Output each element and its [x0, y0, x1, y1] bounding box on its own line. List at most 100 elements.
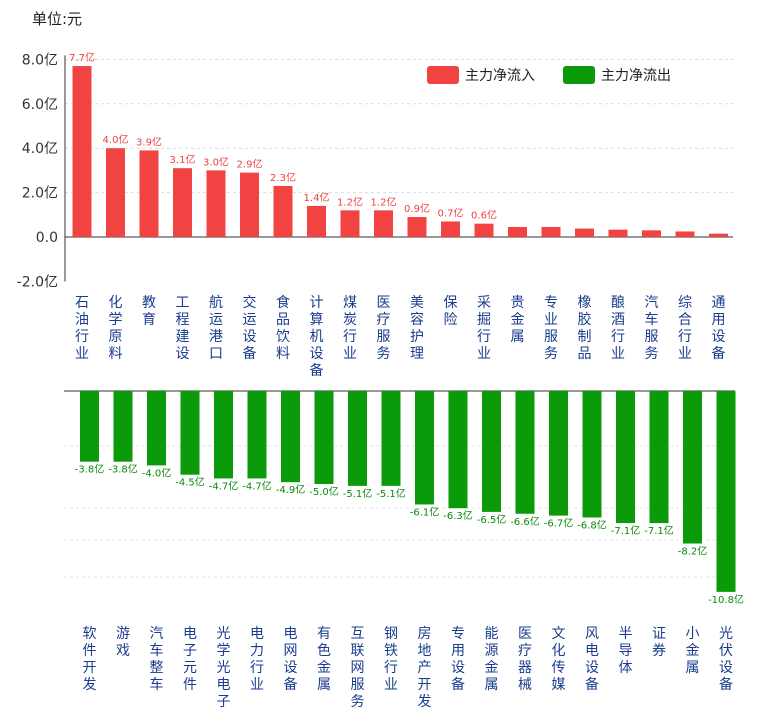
inflow-category-label: 贵金属	[511, 295, 525, 345]
y-tick-label: 4.0亿	[22, 141, 58, 157]
inflow-value-label: 3.1亿	[170, 153, 196, 166]
inflow-category-label: 美容护理	[410, 295, 424, 362]
outflow-bar	[281, 391, 300, 483]
inflow-category-label: 航运港口	[209, 295, 223, 362]
inflow-bar	[307, 205, 326, 237]
outflow-value-label: -7.1亿	[644, 524, 674, 537]
outflow-value-label: -7.1亿	[611, 524, 641, 537]
outflow-value-label: -5.1亿	[343, 487, 373, 500]
inflow-category-label: 汽车服务	[645, 295, 659, 362]
inflow-value-label: 0.6亿	[471, 209, 497, 222]
outflow-category-label: 医疗器械	[518, 626, 532, 693]
inflow-category-label: 采掘行业	[477, 295, 491, 362]
outflow-category-label: 能源金属	[485, 626, 499, 693]
outflow-value-label: -4.9亿	[276, 483, 306, 496]
inflow-bar	[608, 229, 628, 237]
outflow-value-label: -6.7亿	[544, 517, 574, 530]
y-tick-label: -2.0亿	[17, 274, 58, 290]
outflow-category-label: 文化传媒	[552, 626, 566, 693]
inflow-category-label: 煤炭行业	[343, 295, 357, 362]
inflow-value-label: 0.9亿	[404, 202, 430, 215]
inflow-category-label: 石油行业	[75, 295, 89, 362]
outflow-bar	[147, 391, 166, 466]
inflow-category-label: 医疗服务	[377, 295, 391, 362]
inflow-value-label: 3.0亿	[203, 155, 229, 168]
inflow-category-label: 食品饮料	[276, 294, 290, 362]
outflow-category-label: 房地产开发	[418, 626, 432, 710]
inflow-category-label: 教育	[142, 295, 156, 328]
inflow-bar	[508, 227, 527, 237]
inflow-bar	[709, 233, 728, 237]
inflow-value-label: 0.7亿	[438, 206, 464, 219]
inflow-bar	[441, 221, 460, 237]
unit-label: 单位:元	[32, 10, 83, 28]
inflow-bar	[541, 227, 561, 237]
legend-swatch-inflow	[427, 66, 459, 84]
inflow-category-label: 计算机设备	[310, 295, 324, 379]
inflow-category-label: 综合行业	[678, 295, 692, 362]
outflow-bar	[314, 391, 334, 484]
inflow-category-label: 通用设备	[712, 295, 726, 362]
outflow-value-label: -3.8亿	[108, 463, 138, 476]
inflow-bar	[173, 168, 192, 237]
outflow-bar	[214, 391, 233, 479]
outflow-bar	[515, 391, 535, 514]
outflow-value-label: -3.8亿	[75, 463, 105, 476]
outflow-category-label: 游戏	[116, 626, 130, 659]
outflow-bar	[549, 391, 568, 516]
outflow-bar	[348, 391, 367, 486]
outflow-bar	[180, 391, 200, 475]
outflow-value-label: -6.5亿	[477, 513, 507, 526]
inflow-bar	[273, 185, 293, 237]
inflow-value-label: 4.0亿	[103, 133, 129, 146]
outflow-category-label: 小金属	[686, 626, 700, 676]
inflow-bar	[642, 230, 661, 237]
outflow-bar	[381, 391, 401, 486]
outflow-bar	[649, 391, 669, 524]
outflow-value-label: -8.2亿	[678, 545, 708, 558]
inflow-category-label: 保险	[444, 295, 458, 328]
outflow-category-label: 电网设备	[284, 626, 298, 693]
outflow-value-label: -4.7亿	[242, 479, 272, 492]
outflow-value-label: -4.0亿	[142, 466, 172, 479]
outflow-value-label: -6.8亿	[577, 518, 607, 531]
outflow-category-label: 专用设备	[451, 626, 465, 693]
outflow-bar	[482, 391, 501, 512]
inflow-category-label: 交运设备	[243, 294, 257, 362]
inflow-value-label: 2.3亿	[270, 171, 296, 184]
inflow-bar	[575, 228, 594, 237]
outflow-value-label: -6.6亿	[510, 515, 540, 528]
outflow-bar	[113, 391, 133, 462]
inflow-bar	[206, 170, 226, 237]
y-tick-label: 0.0	[36, 230, 58, 246]
inflow-bar	[675, 231, 695, 237]
y-tick-label: 8.0亿	[22, 52, 58, 68]
outflow-category-label: 证券	[652, 626, 666, 659]
y-tick-label: 6.0亿	[22, 97, 58, 113]
outflow-value-label: -4.7亿	[209, 479, 239, 492]
outflow-bar	[247, 391, 267, 479]
legend-label-inflow: 主力净流入	[465, 68, 535, 84]
inflow-value-label: 2.9亿	[237, 158, 263, 171]
outflow-category-label: 互联网服务	[351, 626, 365, 710]
inflow-category-label: 酿酒行业	[611, 295, 625, 362]
inflow-value-label: 7.7亿	[69, 51, 95, 64]
inflow-value-label: 3.9亿	[136, 135, 162, 148]
outflow-bar	[616, 391, 635, 524]
outflow-value-label: -5.0亿	[309, 485, 339, 498]
outflow-bar	[716, 391, 736, 592]
legend-label-outflow: 主力净流出	[601, 68, 671, 84]
outflow-bar	[415, 391, 434, 505]
inflow-bar	[374, 210, 393, 237]
inflow-bar	[139, 150, 159, 237]
outflow-category-label: 钢铁行业	[384, 626, 398, 693]
inflow-category-label: 化学原料	[109, 295, 123, 362]
outflow-bar	[683, 391, 702, 544]
outflow-category-label: 光伏设备	[719, 626, 733, 693]
inflow-category-label: 工程建设	[176, 295, 190, 362]
inflow-category-label: 专业服务	[544, 295, 558, 362]
legend-swatch-outflow	[563, 66, 595, 84]
inflow-bar	[340, 210, 360, 237]
outflow-category-label: 光学光电子	[217, 626, 231, 710]
inflow-bar	[106, 148, 125, 237]
